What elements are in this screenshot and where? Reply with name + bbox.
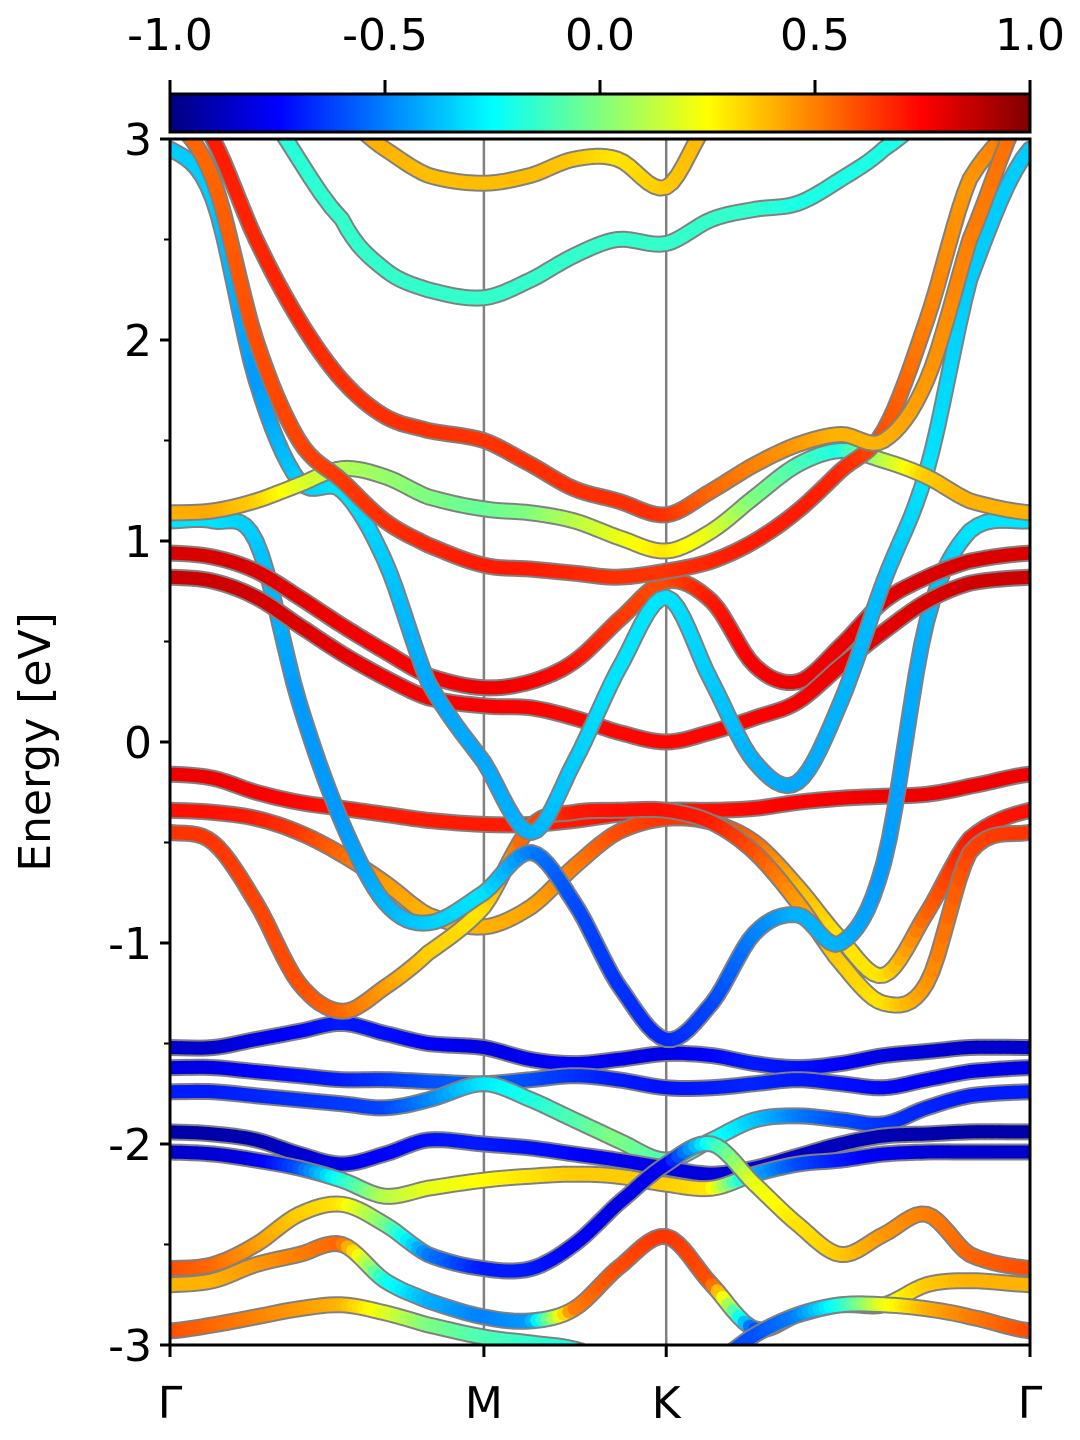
- band-segment: [607, 1361, 612, 1363]
- colorbar-tick-label: 0.5: [780, 10, 850, 61]
- y-tick-label: 2: [124, 316, 152, 367]
- band-2: [170, 1058, 1030, 1097]
- band-segment: [966, 74, 977, 83]
- colorbar: -1.0 -0.5 0.0 0.5 1.0: [127, 10, 1065, 134]
- band-segment: [590, 1354, 595, 1356]
- band-segment: [585, 1352, 590, 1354]
- band-20: [358, 139, 708, 197]
- band-1: [170, 1014, 1030, 1077]
- band-segment: [596, 1356, 601, 1358]
- band-segment: [617, 1365, 623, 1368]
- band-6: [170, 1135, 1030, 1280]
- band-segment: [723, 1354, 728, 1358]
- band-segment: [213, 61, 224, 69]
- band-segment: [688, 139, 705, 151]
- band-segment: [955, 83, 966, 91]
- band-8: [170, 1295, 1030, 1381]
- band-segment: [636, 1374, 642, 1377]
- y-axis-label: Energy [eV]: [10, 612, 61, 872]
- band-16: [170, 442, 1030, 560]
- band-segment: [695, 1372, 701, 1375]
- band-17: [180, 139, 1015, 586]
- bands: [170, 61, 1030, 1381]
- band-segment: [235, 78, 246, 88]
- band-segment: [224, 69, 235, 78]
- band-3: [170, 1075, 1030, 1169]
- band-segment: [689, 1375, 695, 1378]
- band-segment: [576, 1344, 584, 1345]
- band-outline: [180, 139, 1015, 586]
- y-tick-label: 1: [124, 517, 152, 568]
- x-tick-label: Γ: [158, 1378, 183, 1429]
- band-segment: [642, 1377, 648, 1380]
- band-segment: [623, 1368, 629, 1371]
- band-segment: [712, 1362, 717, 1365]
- x-tick-label: K: [652, 1378, 682, 1429]
- band-segment: [562, 1341, 580, 1345]
- band-18: [175, 83, 1018, 524]
- band-segment: [569, 1342, 584, 1345]
- colorbar-tick-label: -0.5: [342, 10, 428, 61]
- band-11: [170, 800, 1030, 1020]
- band-19: [213, 61, 987, 307]
- band-segment: [717, 1358, 722, 1362]
- band-segment: [601, 1358, 606, 1360]
- band-segment: [700, 1368, 706, 1371]
- band-4: [170, 1123, 1030, 1183]
- y-tick-label: -2: [108, 1120, 152, 1171]
- band-14: [170, 568, 1030, 751]
- colorbar-tick-label: 1.0: [995, 10, 1065, 61]
- x-tick-label: M: [465, 1378, 503, 1429]
- y-tick-label: 3: [124, 115, 152, 166]
- colorbar-tick-label: -1.0: [127, 10, 213, 61]
- band-segment: [175, 83, 180, 89]
- colorbar-gradient: [168, 92, 1032, 134]
- band-12: [170, 510, 1030, 1049]
- band-segment: [557, 1340, 575, 1345]
- y-tick-label: 0: [124, 718, 152, 769]
- y-axis: -3 -2 -1 0 1 2 3: [108, 115, 170, 1372]
- band-segment: [630, 1371, 636, 1374]
- y-tick-label: -1: [108, 919, 152, 970]
- band-segment: [729, 1339, 746, 1345]
- band-segment: [729, 1343, 738, 1345]
- colorbar-tick-label: 0.0: [565, 10, 635, 61]
- y-tick-label: -3: [108, 1321, 152, 1372]
- band-segment: [706, 1365, 712, 1368]
- band-segment: [612, 1363, 617, 1365]
- band-segment: [683, 1378, 689, 1381]
- x-tick-label: Γ: [1018, 1378, 1043, 1429]
- band-segment: [976, 66, 987, 75]
